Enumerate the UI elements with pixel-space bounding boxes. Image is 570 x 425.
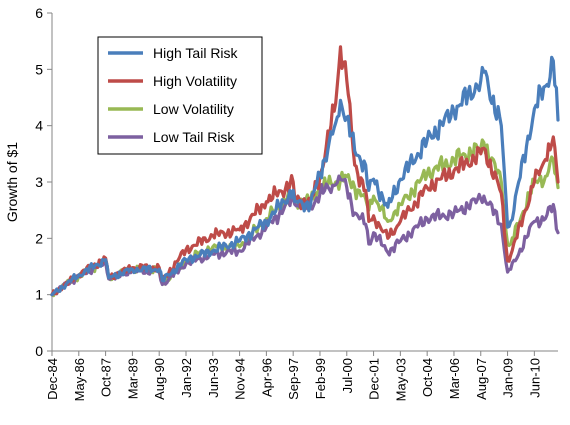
x-tick-label: May-03: [393, 358, 408, 401]
series-line: [50, 55, 560, 297]
legend-label: Low Volatility: [153, 101, 234, 117]
x-tick-label: Apr-96: [259, 358, 274, 397]
y-axis-label: Growth of $1: [4, 142, 20, 222]
x-tick-label: Jun-10: [527, 358, 542, 398]
x-tick-label: Oct-04: [420, 358, 435, 397]
x-tick-label: Jan-09: [501, 358, 516, 398]
x-tick-label: Jun-93: [206, 358, 221, 398]
legend-label: High Volatility: [153, 73, 237, 89]
y-tick-label: 2: [35, 230, 43, 246]
series-layer: [50, 45, 560, 298]
legend-label: Low Tail Risk: [153, 129, 235, 145]
y-tick-label: 0: [35, 343, 43, 359]
y-tick-label: 6: [35, 5, 43, 21]
x-tick-label: Mar-89: [125, 358, 140, 399]
x-tick-label: Aug-90: [152, 358, 167, 400]
x-tick-label: May-86: [72, 358, 87, 401]
y-tick-label: 3: [35, 174, 43, 190]
x-tick-label: Mar-06: [447, 358, 462, 399]
legend-box: [97, 36, 263, 155]
axes: 0 1 2 3 4 5 6 Dec-84 May-86 Oct-87 Mar-89 Aug-90 Jan…: [35, 5, 558, 401]
x-tick-label: Aug-07: [474, 358, 489, 400]
legend: High Tail Risk High Volatility Low Volatil…: [97, 36, 263, 155]
y-tick-label: 5: [35, 61, 43, 77]
x-tick-label: Jan-92: [179, 358, 194, 398]
x-tick-label: Oct-87: [99, 358, 114, 397]
y-tick-label: 1: [35, 287, 43, 303]
x-tick-label: Jul-00: [340, 358, 355, 393]
y-tick-label: 4: [35, 118, 43, 134]
x-tick-label: Feb-99: [313, 358, 328, 399]
x-tick-label: Dec-01: [367, 358, 382, 400]
x-tick-label: Dec-84: [45, 358, 60, 400]
x-tick-label: Sep-97: [286, 358, 301, 400]
legend-label: High Tail Risk: [153, 45, 239, 61]
x-tick-label: Nov-94: [233, 358, 248, 400]
series-line: [50, 174, 560, 297]
